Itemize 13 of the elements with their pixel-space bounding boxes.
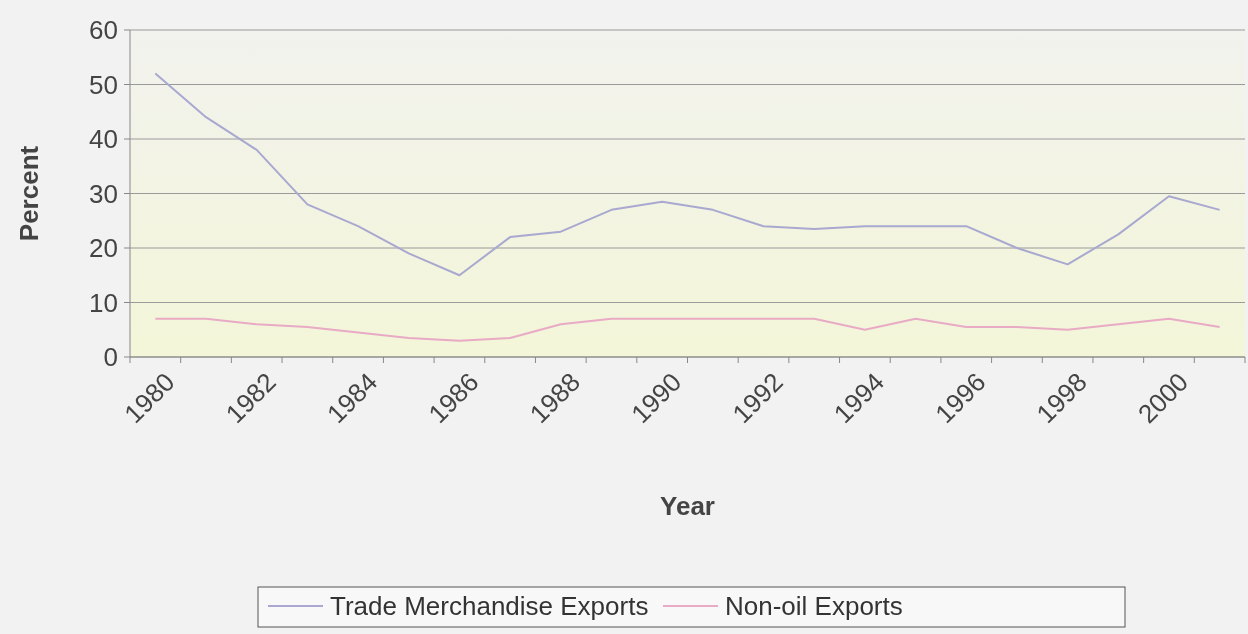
line-series [154, 72, 1221, 277]
y-tick-label: 0 [103, 342, 118, 373]
y-axis-title: Percent [14, 145, 44, 242]
legend-label: Trade Merchandise Exports [330, 591, 649, 621]
x-axis-title: Year [660, 491, 715, 521]
y-tick-label: 60 [89, 15, 118, 46]
line-series [154, 317, 1221, 342]
y-tick-label: 30 [89, 178, 118, 209]
legend-label: Non-oil Exports [725, 591, 903, 621]
y-tick-label: 10 [89, 287, 118, 318]
y-tick-label: 20 [89, 233, 118, 264]
y-tick-label: 40 [89, 124, 118, 155]
y-tick-label: 50 [89, 69, 118, 100]
